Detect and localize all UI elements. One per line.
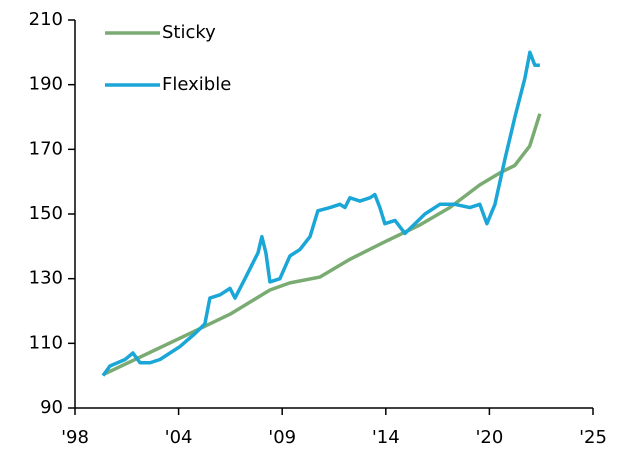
series-line bbox=[102, 113, 542, 377]
x-tick-label: '04 bbox=[165, 427, 193, 448]
series-line bbox=[101, 50, 540, 377]
x-tick-label: '14 bbox=[372, 427, 400, 448]
y-tick-label: 170 bbox=[29, 138, 63, 159]
x-tick-label: '09 bbox=[268, 427, 296, 448]
x-tick-label: '98 bbox=[61, 427, 89, 448]
legend-label: Flexible bbox=[162, 74, 231, 95]
y-tick-label: 130 bbox=[29, 268, 63, 289]
y-tick-label: 110 bbox=[29, 332, 63, 353]
y-tick-label: 150 bbox=[29, 203, 63, 224]
x-tick-label: '25 bbox=[579, 427, 607, 448]
y-tick-label: 210 bbox=[29, 9, 63, 30]
x-tick-label: '20 bbox=[475, 427, 503, 448]
y-tick-label: 90 bbox=[40, 397, 63, 418]
legend-label: Sticky bbox=[162, 22, 216, 43]
y-tick-label: 190 bbox=[29, 74, 63, 95]
